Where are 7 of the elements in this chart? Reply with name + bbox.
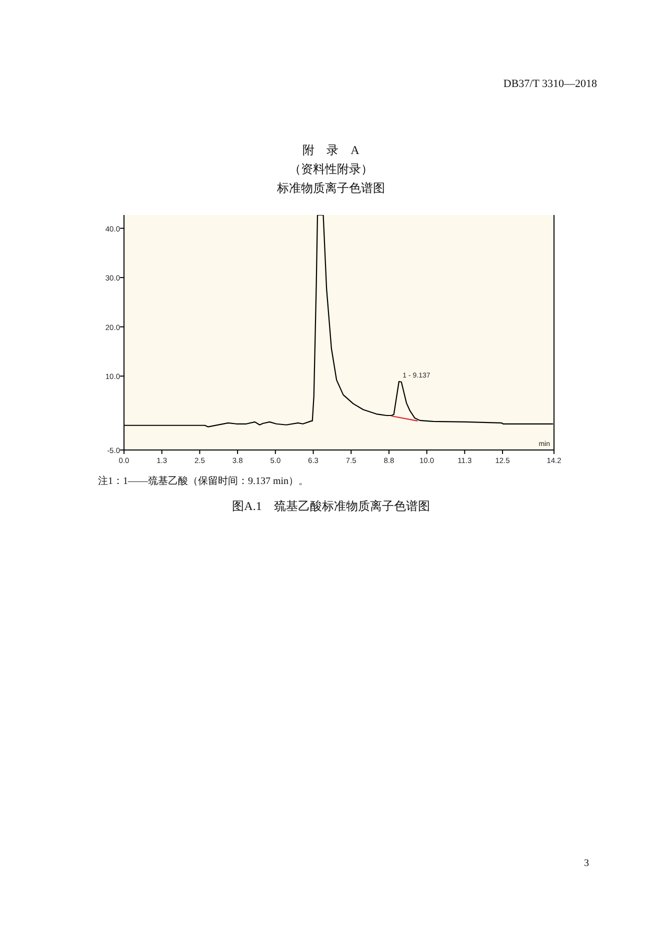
title: 附 录 A (302, 142, 360, 159)
annotation: 图A.1 巯基乙酸标准物质离子色谱图 (232, 498, 430, 515)
subtitle: （资料性附录） (289, 161, 373, 178)
annotation: 注1：1——巯基乙酸（保留时间：9.137 min）。 (98, 474, 309, 488)
annotation: DB37/T 3310—2018 (503, 78, 597, 90)
annotation: 标准物质离子色谱图 (277, 180, 385, 197)
annotation: 3 (584, 858, 589, 869)
